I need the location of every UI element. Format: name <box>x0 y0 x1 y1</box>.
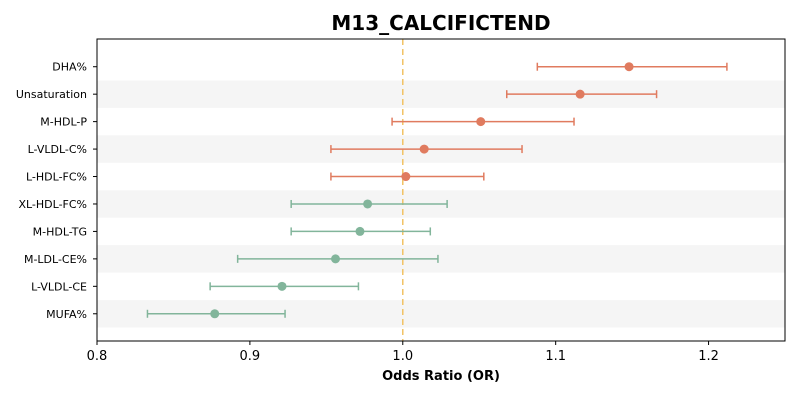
y-tick-label: M-HDL-TG <box>33 225 87 238</box>
or-point <box>624 62 634 72</box>
y-tick-label: XL-HDL-FC% <box>18 198 87 211</box>
y-tick-label: M-HDL-P <box>40 116 87 129</box>
or-point <box>210 309 220 319</box>
or-point <box>419 144 429 154</box>
y-axis: DHA% Unsaturation M-HDL-P L-VLDL-C% L-HDL-FC… <box>16 61 97 321</box>
y-tick-label: M-LDL-CE% <box>24 253 87 266</box>
x-tick-label: 0.9 <box>240 349 261 364</box>
plot-frame <box>96 38 786 342</box>
or-point <box>476 117 486 127</box>
or-point <box>575 89 585 99</box>
y-tick-label: L-VLDL-C% <box>28 143 87 156</box>
y-tick-label: MUFA% <box>46 308 87 321</box>
row-band <box>97 80 785 108</box>
x-axis-label: Odds Ratio (OR) <box>382 369 500 384</box>
y-tick-label: L-VLDL-CE <box>31 280 87 293</box>
x-axis: 0.8 0.9 1.0 1.1 1.2 <box>87 341 719 364</box>
or-point <box>331 254 341 264</box>
or-point <box>277 281 287 291</box>
x-tick-label: 1.2 <box>698 349 719 364</box>
y-tick-label: L-HDL-FC% <box>26 171 87 184</box>
chart-title: M13_CALCIFICTEND <box>331 11 550 35</box>
data-marks <box>146 62 728 319</box>
x-tick-label: 1.1 <box>545 349 566 364</box>
y-tick-label: Unsaturation <box>16 88 87 101</box>
row-band <box>97 245 785 273</box>
or-point <box>401 172 411 182</box>
or-point <box>363 199 373 209</box>
x-tick-label: 1.0 <box>392 349 413 364</box>
x-tick-label: 0.8 <box>87 349 108 364</box>
y-tick-label: DHA% <box>52 61 87 74</box>
or-point <box>355 226 365 236</box>
